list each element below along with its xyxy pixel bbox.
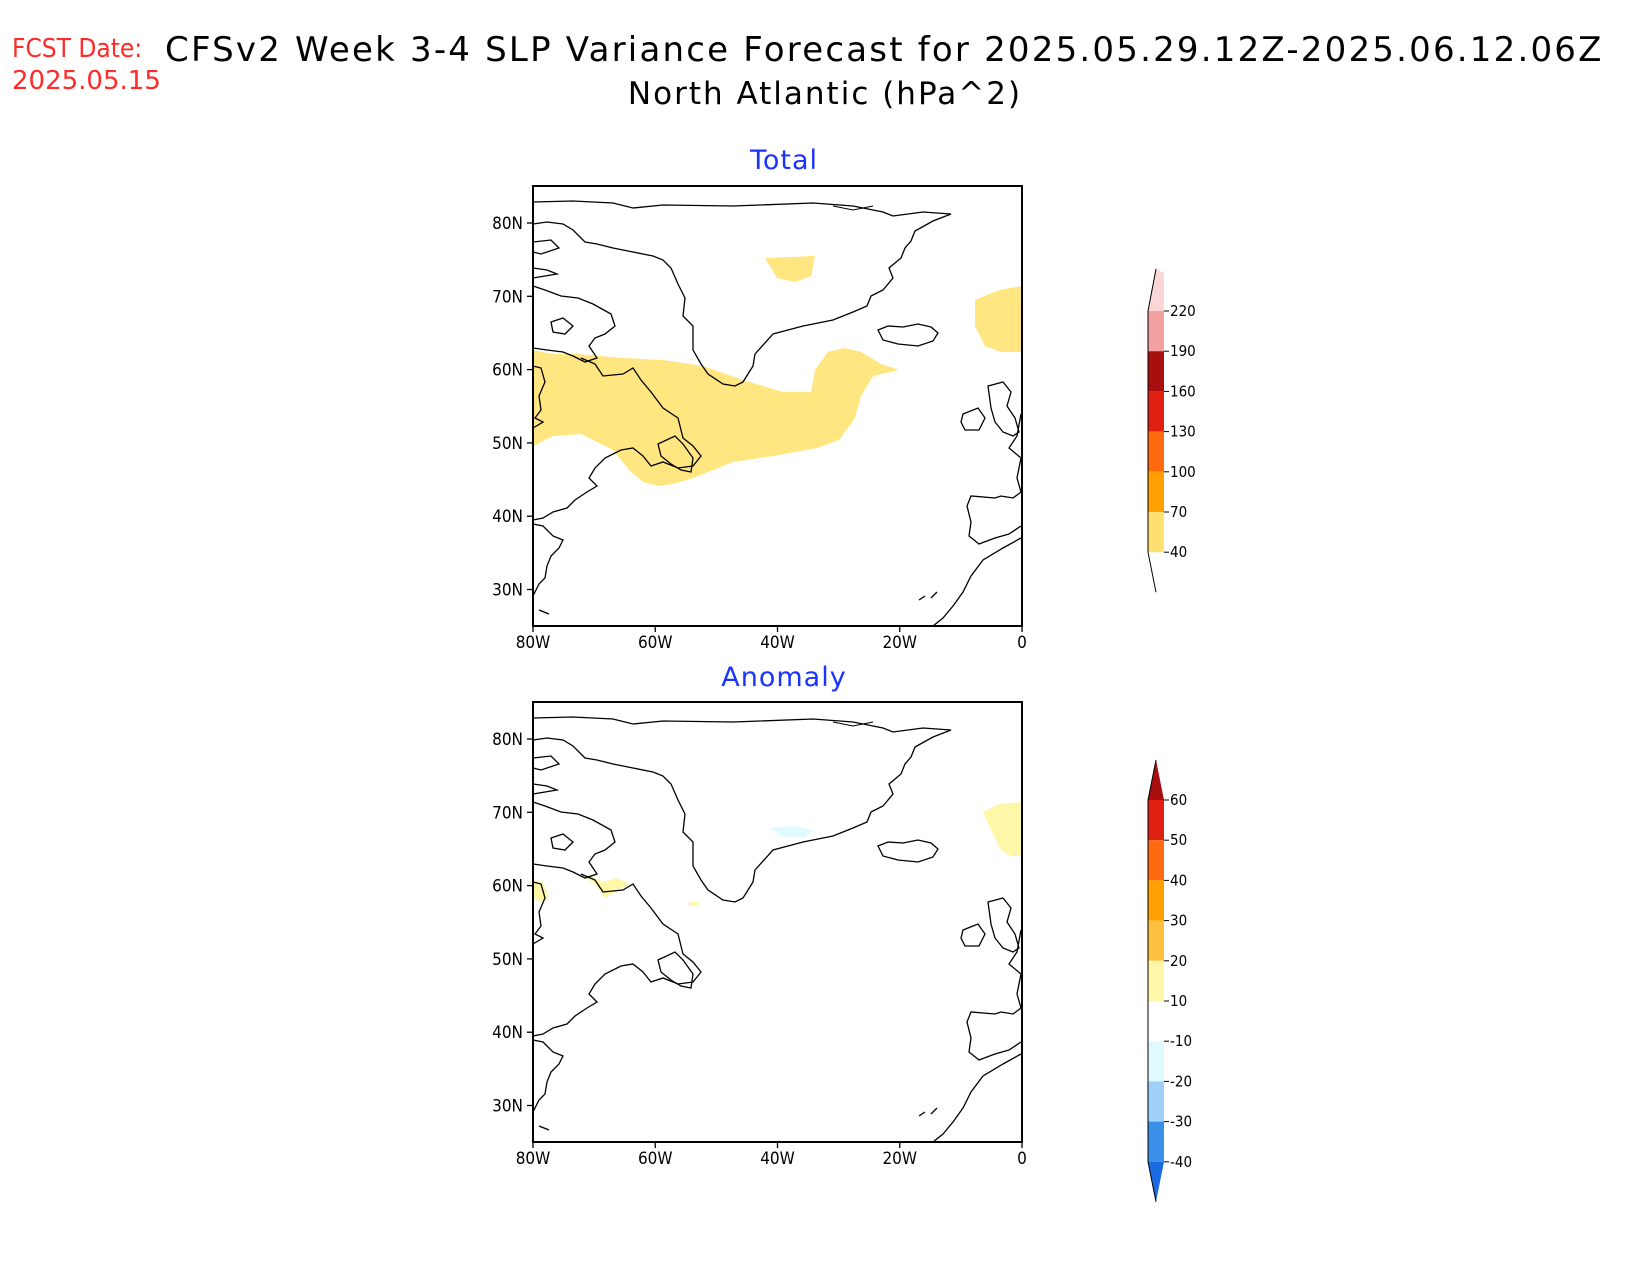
lon-label: 0 (1017, 633, 1027, 653)
colorbar-arrow-bottom (1147, 552, 1157, 593)
colorbar-bin (1148, 431, 1164, 472)
colorbar-bin (1148, 1121, 1164, 1162)
lon-label: 40W (760, 633, 795, 653)
colorbar-outline (1147, 759, 1157, 1202)
colorbar-label: 40 (1170, 871, 1187, 889)
colorbar-bin (1148, 920, 1164, 961)
shade-greenland-east (771, 826, 813, 838)
colorbar-bin (1148, 512, 1164, 553)
colorbar-bin (1148, 471, 1164, 512)
colorbar-label: -20 (1170, 1072, 1192, 1090)
lon-label: 40W (760, 1149, 795, 1169)
lat-label: 60N (492, 361, 523, 381)
lat-label: 40N (492, 507, 523, 527)
colorbar-bin (1148, 840, 1164, 881)
lat-label: 80N (492, 730, 523, 750)
map-background (533, 702, 1022, 1142)
colorbar-label: 160 (1170, 382, 1196, 400)
colorbar-bin (1148, 1001, 1164, 1042)
colorbar-bin (1148, 391, 1164, 432)
lon-label: 80W (516, 633, 551, 653)
shade-labrador-sea-band (533, 348, 899, 486)
colorbar-arrow-bottom (1148, 1161, 1164, 1202)
fcst-date-value: 2025.05.15 (12, 66, 161, 96)
lat-label: 80N (492, 214, 523, 234)
colorbar-label: -10 (1170, 1032, 1192, 1050)
colorbar-label: -40 (1170, 1153, 1192, 1171)
colorbar-label: 10 (1170, 992, 1187, 1010)
lat-label: 40N (492, 1023, 523, 1043)
lat-label: 50N (492, 950, 523, 970)
colorbar-arrow-top (1148, 760, 1164, 800)
lat-label: 30N (492, 581, 523, 601)
colorbar-total: 220 190 160 130 100 70 40 (1147, 268, 1196, 593)
colorbar-label: 30 (1170, 912, 1187, 930)
panel-title-total: Total (749, 145, 819, 176)
lat-label: 50N (492, 434, 523, 454)
shade-norwegian-sea (983, 802, 1022, 856)
colorbar-label: 50 (1170, 831, 1187, 849)
fcst-date-label: FCST Date: (12, 34, 143, 64)
colorbar-bin (1148, 880, 1164, 921)
lon-label: 20W (882, 633, 917, 653)
lat-label: 60N (492, 877, 523, 897)
colorbar-bin (1148, 800, 1164, 841)
colorbar-label: 60 (1170, 791, 1187, 809)
lat-label: 70N (492, 287, 523, 307)
map-panel-anomaly (532, 701, 1023, 1143)
axes-anomaly: 80N 70N 60N 50N 40N 30N 80W 60W 40W 20W 0 (492, 730, 1027, 1169)
colorbar-label: 20 (1170, 952, 1187, 970)
axes-total: 80N 70N 60N 50N 40N 30N 80W 60W 40W 20W 0 (492, 214, 1027, 653)
shade-greenland-interior (765, 256, 815, 282)
colorbar-label: 70 (1170, 503, 1187, 521)
lon-label: 20W (882, 1149, 917, 1169)
shade-norwegian-sea (975, 286, 1022, 352)
colorbar-bin (1148, 960, 1164, 1001)
colorbar-bin (1148, 351, 1164, 392)
colorbar-label: 220 (1170, 302, 1196, 320)
colorbar-arrow-top (1148, 269, 1164, 311)
lon-label: 60W (638, 1149, 673, 1169)
colorbar-label: 100 (1170, 463, 1196, 481)
lat-label: 70N (492, 803, 523, 823)
lon-label: 0 (1017, 1149, 1027, 1169)
colorbar-label: 130 (1170, 423, 1196, 441)
panel-title-anomaly: Anomaly (721, 662, 847, 693)
lon-label: 60W (638, 633, 673, 653)
colorbar-label: 190 (1170, 342, 1196, 360)
lon-label: 80W (516, 1149, 551, 1169)
map-panel-total (532, 185, 1023, 627)
colorbar-anomaly: 60 50 40 30 20 10 -10 -20 -30 -40 (1147, 759, 1192, 1202)
colorbar-label: 40 (1170, 543, 1187, 561)
page-title: CFSv2 Week 3-4 SLP Variance Forecast for… (165, 30, 1604, 70)
lat-label: 30N (492, 1097, 523, 1117)
colorbar-bin (1148, 1081, 1164, 1122)
colorbar-outline (1147, 268, 1157, 553)
colorbar-bin (1148, 311, 1164, 352)
page-subtitle: North Atlantic (hPa^2) (627, 76, 1023, 112)
colorbar-bin (1148, 1041, 1164, 1082)
colorbar-label: -30 (1170, 1113, 1192, 1131)
